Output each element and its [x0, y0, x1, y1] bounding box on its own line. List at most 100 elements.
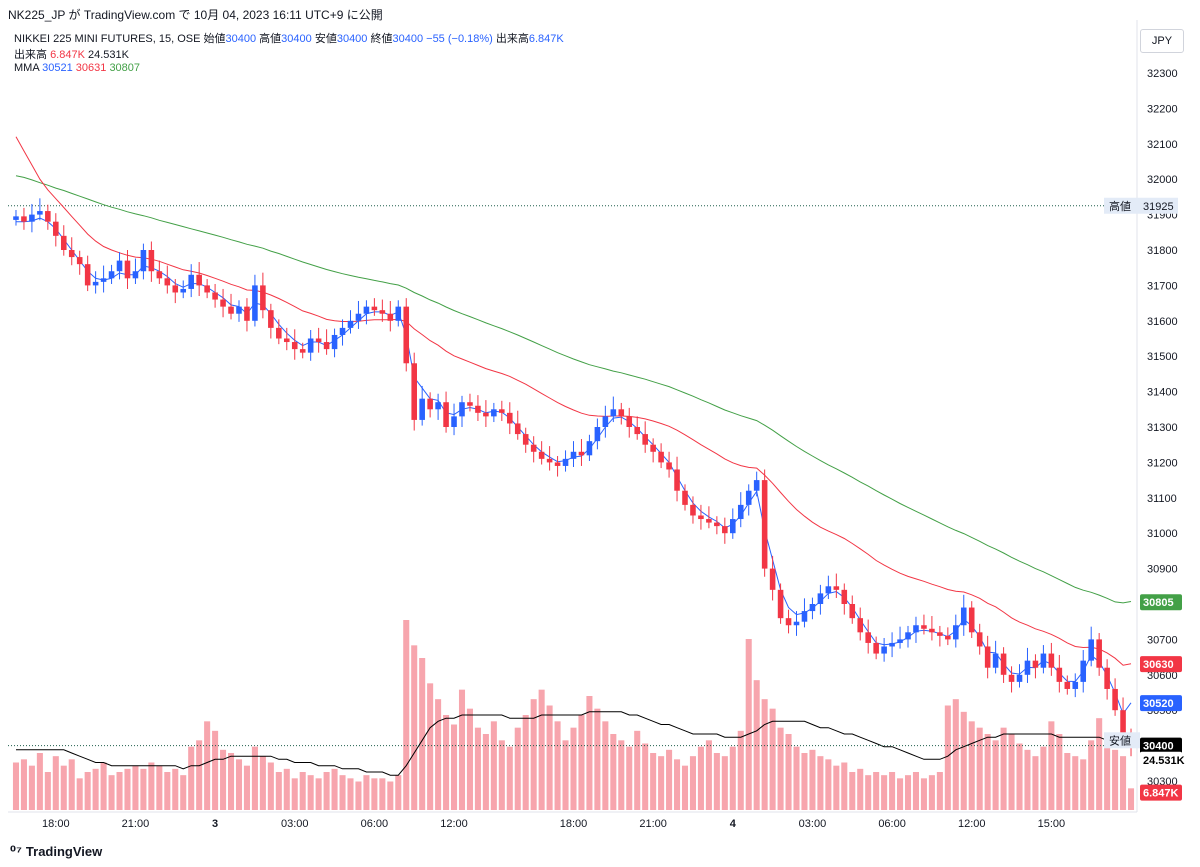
symbol-name[interactable]: NIKKEI 225 MINI FUTURES, 15, OSE — [14, 33, 201, 45]
candle-body — [220, 299, 226, 307]
candle-body — [530, 444, 537, 452]
brand-name: TradingView — [25, 844, 103, 859]
candle-body — [992, 653, 999, 668]
candle-body — [172, 285, 179, 293]
volume-bar — [817, 756, 824, 810]
volume-bar — [538, 689, 545, 810]
candle-body — [355, 313, 362, 321]
volume-bar — [251, 746, 258, 810]
volume-bar — [1016, 743, 1023, 810]
volume-bar — [1104, 743, 1111, 810]
volume-bar — [156, 765, 163, 810]
volume-bar — [12, 762, 20, 810]
candle-body — [769, 568, 776, 590]
candle-body — [483, 412, 489, 417]
candle-body — [817, 593, 824, 604]
candle-body — [1032, 660, 1039, 668]
volume-bar — [395, 775, 402, 810]
candle-body — [1104, 667, 1110, 689]
candle-body — [116, 260, 123, 272]
volume-bar — [920, 778, 927, 810]
volume-bar — [283, 768, 290, 810]
y-tick-label: 31100 — [1147, 493, 1177, 505]
y-tick-label: 30900 — [1147, 564, 1178, 576]
tradingview-footer[interactable]: ⁰⁷ TradingView — [10, 843, 102, 860]
volume-bar — [594, 708, 601, 810]
candle-body — [546, 458, 553, 463]
volume-bar — [108, 775, 115, 810]
candle-body — [283, 338, 290, 343]
y-tick-label: 32200 — [1147, 103, 1178, 115]
high-tag-label: 高値 — [1109, 199, 1131, 213]
candle-body — [714, 522, 720, 527]
mma-fast-value: 30521 — [42, 62, 73, 74]
currency-button[interactable]: JPY — [1140, 29, 1184, 53]
candle-body — [929, 628, 935, 633]
volume-bar — [976, 727, 983, 810]
volume-bar — [291, 778, 298, 810]
mma-label: MMA — [14, 62, 40, 74]
volume-bar — [331, 768, 338, 810]
candle-body — [411, 363, 417, 420]
volume-legend[interactable]: 出来高 6.847K 24.531K — [14, 46, 129, 62]
x-tick-label: 06:00 — [878, 818, 906, 830]
x-tick-label: 18:00 — [42, 818, 70, 830]
volume-bar — [713, 753, 720, 810]
volume-bar — [936, 772, 943, 810]
volume-bar — [259, 756, 266, 810]
mma-slow-value: 30807 — [109, 62, 141, 74]
volume-bar — [458, 689, 466, 810]
mma-legend[interactable]: MMA 30521 30631 30807 — [14, 62, 140, 74]
candle-body — [506, 412, 513, 424]
volume-bar — [984, 734, 991, 810]
volume-bar — [833, 765, 840, 810]
candle-body — [841, 589, 848, 604]
volume-bar — [204, 721, 211, 810]
candle-body — [522, 434, 529, 445]
x-tick-label: 12:00 — [958, 818, 986, 830]
candle-body — [299, 349, 306, 353]
candle-body — [873, 642, 879, 654]
x-tick-label: 21:00 — [122, 818, 150, 830]
candle-body — [244, 306, 250, 321]
candle-body — [1056, 667, 1063, 682]
volume-bar — [769, 708, 776, 810]
candle-body — [594, 427, 601, 442]
volume-bar — [737, 730, 744, 810]
candle-body — [132, 271, 139, 279]
price-tag-ma_mid: 30630 — [1143, 659, 1174, 671]
candle-body — [379, 310, 386, 314]
vol-label: 出来高 — [495, 33, 529, 45]
candle-body — [60, 235, 67, 250]
price-tag-bg — [1140, 656, 1182, 673]
candle-body — [1040, 653, 1047, 668]
volume-bar — [729, 746, 736, 810]
candle-body — [1016, 674, 1023, 682]
volume-bar — [626, 746, 633, 810]
candle-body — [21, 216, 27, 222]
candle-body — [371, 306, 378, 311]
candle-body — [323, 342, 330, 350]
candle-body — [1120, 710, 1126, 735]
volume-bar — [323, 772, 330, 810]
volume-bar — [904, 775, 912, 810]
volume-bar — [1056, 734, 1063, 810]
candle-body — [204, 285, 210, 293]
volume-bar — [634, 730, 641, 810]
high-label: 高値 — [259, 33, 282, 45]
volume-bar — [490, 721, 497, 810]
candle-body — [761, 480, 768, 569]
price-chart[interactable]: 3230032200321003200031900318003170031600… — [0, 0, 1200, 835]
candle-body — [976, 632, 983, 647]
volume-bar — [355, 781, 362, 810]
candle-body — [347, 320, 354, 328]
volume-bar — [912, 772, 920, 810]
volume-bar — [1096, 718, 1103, 810]
volume-ma-line — [16, 711, 1132, 776]
volume-bar — [52, 756, 59, 810]
candle-body — [753, 480, 760, 491]
candle-body — [602, 416, 609, 427]
volume-bar — [387, 781, 394, 810]
volume-bar — [196, 740, 203, 810]
candle-body — [889, 642, 895, 647]
